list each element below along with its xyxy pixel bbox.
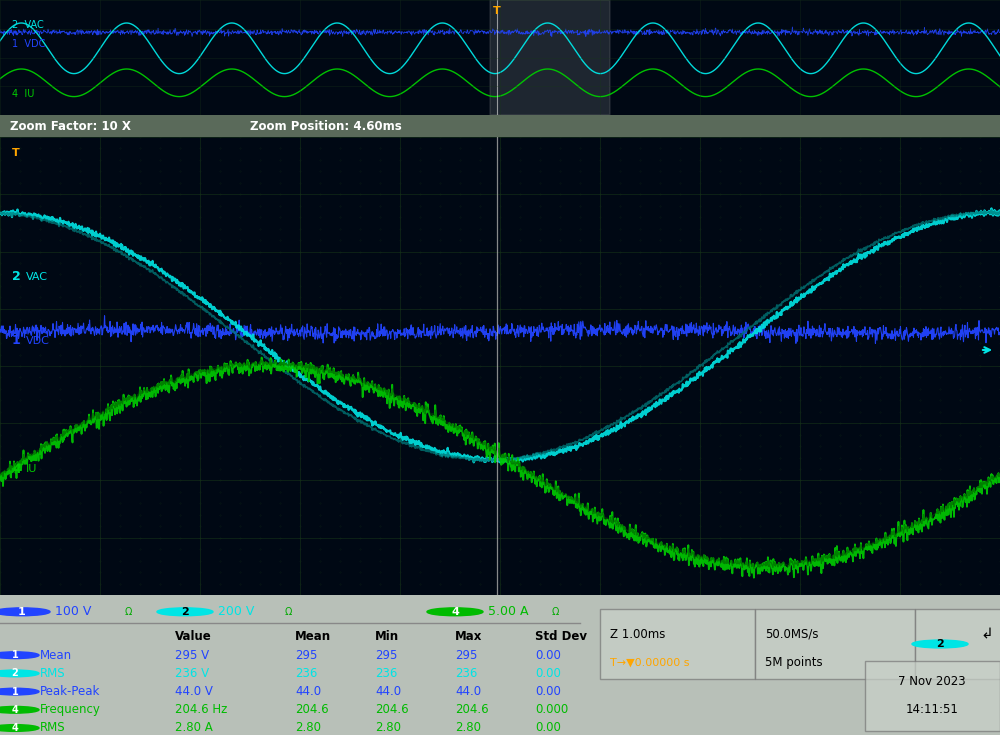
Text: Min: Min	[375, 631, 399, 644]
Text: 295: 295	[455, 649, 477, 662]
Text: VDC: VDC	[26, 336, 50, 345]
Text: Max: Max	[455, 631, 482, 644]
Text: 1: 1	[12, 686, 18, 697]
Text: 236 V: 236 V	[175, 667, 209, 680]
Text: RMS: RMS	[40, 722, 66, 734]
Text: Zoom Factor: 10 X: Zoom Factor: 10 X	[10, 120, 131, 132]
Circle shape	[0, 670, 39, 677]
Circle shape	[0, 725, 39, 731]
Text: T→▼0.00000 s: T→▼0.00000 s	[610, 657, 690, 667]
Text: 0.00: 0.00	[535, 649, 561, 662]
Text: 2: 2	[181, 607, 189, 617]
Text: 44.0: 44.0	[455, 685, 481, 698]
Text: 100 V: 100 V	[55, 606, 91, 618]
Text: Std Dev: Std Dev	[535, 631, 587, 644]
Text: 204.6: 204.6	[295, 703, 329, 717]
Text: 2.80: 2.80	[455, 722, 481, 734]
Text: 14:11:51: 14:11:51	[906, 703, 958, 717]
Text: 236: 236	[295, 667, 317, 680]
Text: Ω: Ω	[285, 607, 292, 617]
Text: 2  VAC: 2 VAC	[12, 21, 44, 30]
Text: 0.00: 0.00	[535, 722, 561, 734]
Text: 4: 4	[12, 462, 21, 476]
Text: 200 V: 200 V	[218, 606, 254, 618]
Text: Z 1.00ms: Z 1.00ms	[610, 628, 665, 641]
Text: 0.000: 0.000	[535, 703, 568, 717]
Text: Mean: Mean	[40, 649, 72, 662]
Circle shape	[0, 652, 39, 659]
Circle shape	[0, 706, 39, 713]
Text: 295: 295	[375, 649, 397, 662]
Text: Zoom Position: 4.60ms: Zoom Position: 4.60ms	[250, 120, 402, 132]
Text: 204.6: 204.6	[375, 703, 409, 717]
Bar	[755, 609, 915, 679]
Text: IU: IU	[26, 464, 37, 474]
Text: 4: 4	[451, 607, 459, 617]
Circle shape	[157, 608, 213, 616]
Text: Ω: Ω	[552, 607, 559, 617]
Text: 204.6: 204.6	[455, 703, 489, 717]
Text: 2.80: 2.80	[295, 722, 321, 734]
Text: ↲: ↲	[980, 627, 993, 642]
Text: 2: 2	[12, 668, 18, 678]
Text: 5.00 A: 5.00 A	[488, 606, 528, 618]
Text: 44.0: 44.0	[295, 685, 321, 698]
Text: Peak-Peak: Peak-Peak	[40, 685, 100, 698]
Text: 1: 1	[18, 607, 26, 617]
Circle shape	[0, 608, 50, 616]
Circle shape	[0, 688, 39, 695]
Text: 44.0: 44.0	[375, 685, 401, 698]
Text: 44.0 V: 44.0 V	[175, 685, 213, 698]
Circle shape	[427, 608, 483, 616]
Text: 1  VDC: 1 VDC	[12, 39, 45, 49]
Text: 5M points: 5M points	[765, 656, 823, 669]
Bar	[600, 609, 755, 679]
Text: Ω: Ω	[125, 607, 132, 617]
Text: 295 V: 295 V	[175, 649, 209, 662]
Text: Mean: Mean	[295, 631, 331, 644]
Text: VAC: VAC	[26, 272, 48, 282]
Text: T: T	[493, 6, 501, 15]
Text: 1: 1	[12, 334, 21, 348]
Text: 4: 4	[12, 723, 18, 733]
Bar	[915, 609, 1000, 679]
Text: 0.00: 0.00	[535, 667, 561, 680]
Text: 236: 236	[375, 667, 397, 680]
Text: 50.0MS/s: 50.0MS/s	[765, 628, 818, 641]
Bar	[490, 0, 610, 115]
Text: 204.6 Hz: 204.6 Hz	[175, 703, 227, 717]
Bar	[865, 661, 1000, 731]
Text: 4  IU: 4 IU	[12, 89, 34, 99]
Text: 7 Nov 2023: 7 Nov 2023	[898, 675, 966, 688]
Text: RMS: RMS	[40, 667, 66, 680]
Text: 2: 2	[936, 639, 944, 649]
Text: 0.00: 0.00	[535, 685, 561, 698]
Text: T: T	[12, 148, 20, 159]
Text: Frequency: Frequency	[40, 703, 101, 717]
Text: 236: 236	[455, 667, 477, 680]
Text: 2.80 A: 2.80 A	[175, 722, 213, 734]
Text: 2.80: 2.80	[375, 722, 401, 734]
Circle shape	[912, 640, 968, 648]
Text: Value: Value	[175, 631, 212, 644]
Text: 4: 4	[12, 705, 18, 715]
Text: 1: 1	[12, 650, 18, 660]
Text: 295: 295	[295, 649, 317, 662]
Text: 2: 2	[12, 270, 21, 283]
